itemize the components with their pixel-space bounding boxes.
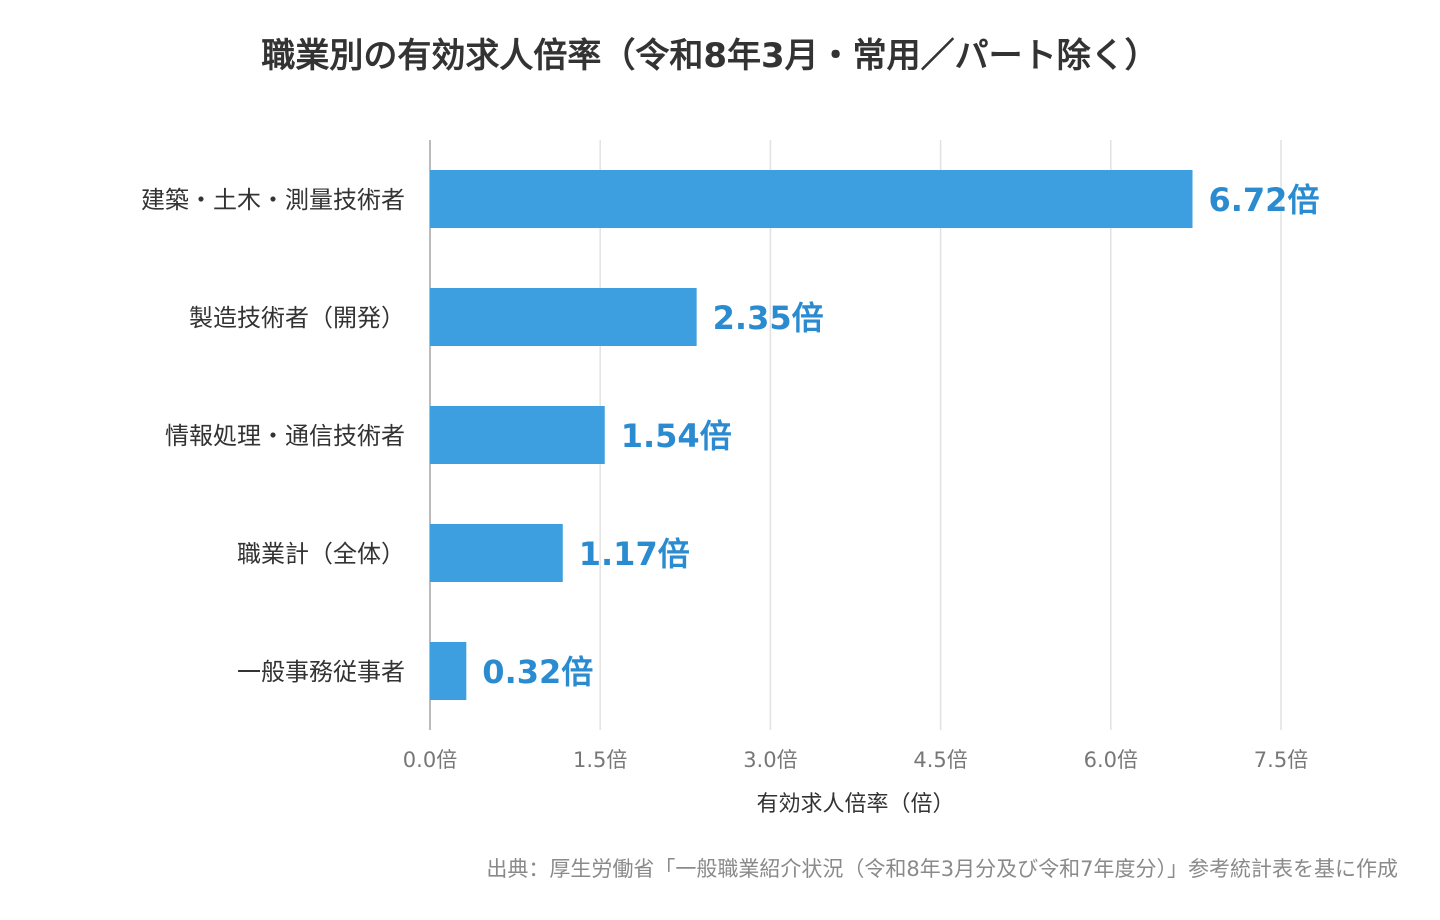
x-tick-label: 7.5倍 [1254, 748, 1308, 772]
bar [430, 642, 467, 700]
bar [430, 524, 563, 582]
data-label: 0.32倍 [482, 653, 593, 691]
labels: 0.0倍 1.5倍 3.0倍 4.5倍 6.0倍 7.5倍 建築・土木・測量技術者 6.72倍… [141, 181, 1319, 817]
category-label: 建築・土木・測量技術者 [141, 186, 405, 214]
data-label: 2.35倍 [713, 299, 824, 337]
x-tick-label: 0.0倍 [403, 748, 457, 772]
source-note: 出典：厚生労働省「一般職業紹介状況（令和8年3月分及び令和7年度分）」参考統計表… [486, 857, 1398, 881]
bar [430, 170, 1193, 228]
category-label: 製造技術者（開発） [189, 304, 405, 332]
data-label: 1.17倍 [579, 535, 690, 573]
category-label: 情報処理・通信技術者 [165, 422, 405, 450]
category-label: 職業計（全体） [237, 540, 405, 568]
x-axis-title: 有効求人倍率（倍） [756, 792, 954, 817]
data-label: 6.72倍 [1208, 181, 1319, 219]
x-tick-label: 4.5倍 [913, 748, 967, 772]
bar [430, 406, 605, 464]
bar [430, 288, 697, 346]
chart-title: 職業別の有効求人倍率（令和8年3月・常用／パート除く） [261, 36, 1159, 76]
category-label: 一般事務従事者 [237, 658, 405, 686]
bars [430, 170, 1193, 700]
x-tick-label: 6.0倍 [1084, 748, 1138, 772]
x-tick-label: 3.0倍 [743, 748, 797, 772]
data-label: 1.54倍 [621, 417, 732, 455]
x-tick-label: 1.5倍 [573, 748, 627, 772]
